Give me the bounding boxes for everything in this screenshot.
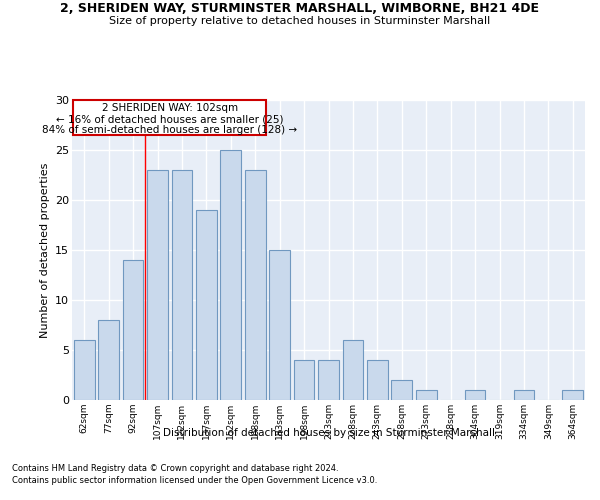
Bar <box>343 340 364 400</box>
Bar <box>562 390 583 400</box>
Text: 2 SHERIDEN WAY: 102sqm: 2 SHERIDEN WAY: 102sqm <box>101 103 238 113</box>
Text: 84% of semi-detached houses are larger (128) →: 84% of semi-detached houses are larger (… <box>42 125 297 135</box>
Bar <box>391 380 412 400</box>
Text: ← 16% of detached houses are smaller (25): ← 16% of detached houses are smaller (25… <box>56 114 283 124</box>
Text: Distribution of detached houses by size in Sturminster Marshall: Distribution of detached houses by size … <box>163 428 495 438</box>
Bar <box>98 320 119 400</box>
Bar <box>122 260 143 400</box>
FancyBboxPatch shape <box>73 100 266 135</box>
Text: Size of property relative to detached houses in Sturminster Marshall: Size of property relative to detached ho… <box>109 16 491 26</box>
Y-axis label: Number of detached properties: Number of detached properties <box>40 162 50 338</box>
Bar <box>220 150 241 400</box>
Text: 2, SHERIDEN WAY, STURMINSTER MARSHALL, WIMBORNE, BH21 4DE: 2, SHERIDEN WAY, STURMINSTER MARSHALL, W… <box>61 2 539 16</box>
Bar <box>293 360 314 400</box>
Bar <box>464 390 485 400</box>
Bar <box>147 170 168 400</box>
Bar <box>74 340 95 400</box>
Bar <box>367 360 388 400</box>
Bar <box>196 210 217 400</box>
Bar <box>318 360 339 400</box>
Text: Contains public sector information licensed under the Open Government Licence v3: Contains public sector information licen… <box>12 476 377 485</box>
Bar <box>245 170 266 400</box>
Bar <box>514 390 535 400</box>
Bar <box>172 170 193 400</box>
Bar <box>416 390 437 400</box>
Bar <box>269 250 290 400</box>
Text: Contains HM Land Registry data © Crown copyright and database right 2024.: Contains HM Land Registry data © Crown c… <box>12 464 338 473</box>
